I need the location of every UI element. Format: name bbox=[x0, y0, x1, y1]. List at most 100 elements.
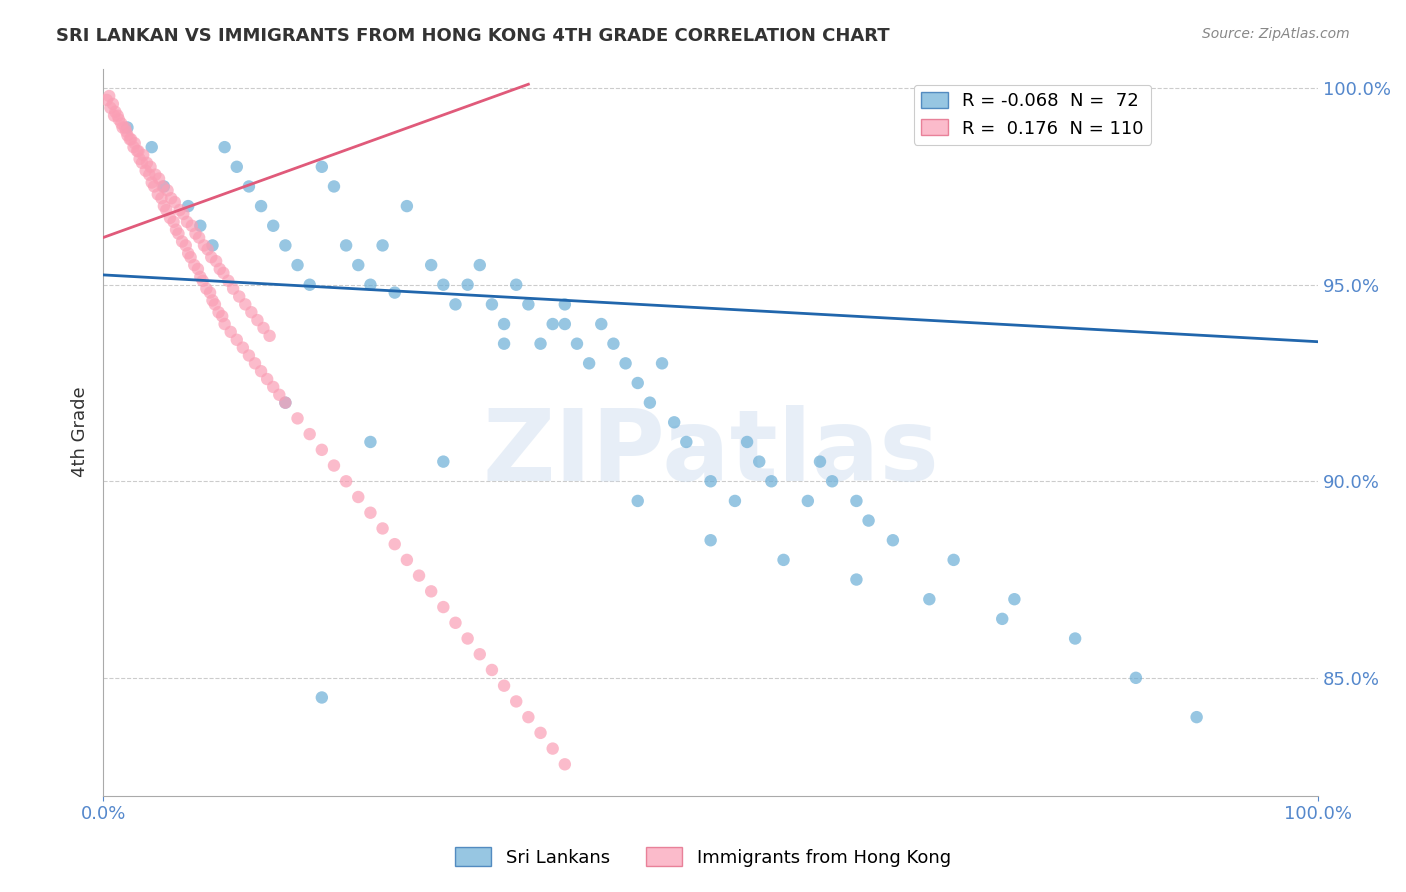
Point bbox=[115, 124, 138, 138]
Point bbox=[457, 632, 479, 646]
Point bbox=[243, 356, 266, 370]
Point bbox=[748, 455, 770, 469]
Point bbox=[259, 328, 281, 343]
Point bbox=[225, 333, 247, 347]
Point bbox=[432, 600, 454, 615]
Point bbox=[225, 160, 247, 174]
Point bbox=[96, 93, 118, 107]
Point bbox=[114, 120, 136, 135]
Point bbox=[347, 490, 370, 504]
Point bbox=[152, 179, 174, 194]
Point bbox=[211, 309, 233, 323]
Point bbox=[139, 160, 162, 174]
Point bbox=[335, 238, 357, 252]
Point bbox=[323, 179, 346, 194]
Point bbox=[146, 187, 169, 202]
Point bbox=[772, 553, 794, 567]
Point bbox=[395, 553, 418, 567]
Point bbox=[141, 176, 163, 190]
Point bbox=[541, 741, 564, 756]
Point bbox=[117, 128, 139, 143]
Point bbox=[238, 179, 260, 194]
Point bbox=[347, 258, 370, 272]
Point bbox=[298, 427, 321, 442]
Point bbox=[269, 388, 291, 402]
Point bbox=[529, 336, 551, 351]
Point bbox=[153, 179, 176, 194]
Point bbox=[153, 199, 176, 213]
Point bbox=[627, 376, 650, 390]
Point bbox=[128, 152, 150, 166]
Point bbox=[395, 199, 418, 213]
Point bbox=[145, 168, 167, 182]
Point bbox=[311, 442, 333, 457]
Point bbox=[200, 250, 222, 264]
Point bbox=[529, 726, 551, 740]
Point bbox=[274, 238, 297, 252]
Point bbox=[494, 679, 516, 693]
Point bbox=[468, 258, 491, 272]
Point bbox=[578, 356, 600, 370]
Point bbox=[233, 297, 256, 311]
Point bbox=[100, 101, 122, 115]
Point bbox=[432, 277, 454, 292]
Point bbox=[191, 274, 214, 288]
Point bbox=[858, 514, 880, 528]
Y-axis label: 4th Grade: 4th Grade bbox=[72, 387, 89, 477]
Point bbox=[359, 277, 381, 292]
Point bbox=[174, 238, 197, 252]
Point bbox=[172, 235, 194, 249]
Point bbox=[1125, 671, 1147, 685]
Legend: Sri Lankans, Immigrants from Hong Kong: Sri Lankans, Immigrants from Hong Kong bbox=[449, 840, 957, 874]
Point bbox=[287, 411, 309, 425]
Point bbox=[724, 494, 747, 508]
Point bbox=[107, 109, 129, 123]
Point bbox=[468, 647, 491, 661]
Point bbox=[808, 455, 831, 469]
Point bbox=[98, 89, 121, 103]
Point bbox=[180, 250, 202, 264]
Point bbox=[104, 104, 127, 119]
Point bbox=[217, 274, 239, 288]
Point bbox=[111, 120, 134, 135]
Point bbox=[177, 246, 200, 260]
Point bbox=[240, 305, 263, 319]
Point bbox=[208, 262, 231, 277]
Point bbox=[494, 336, 516, 351]
Point bbox=[565, 336, 588, 351]
Point bbox=[627, 494, 650, 508]
Point bbox=[162, 215, 184, 229]
Point bbox=[554, 757, 576, 772]
Point bbox=[101, 96, 124, 111]
Point bbox=[188, 230, 211, 244]
Point bbox=[420, 584, 443, 599]
Point bbox=[219, 325, 242, 339]
Point bbox=[195, 282, 218, 296]
Point bbox=[120, 132, 142, 146]
Point bbox=[163, 195, 186, 210]
Point bbox=[177, 199, 200, 213]
Point bbox=[118, 132, 141, 146]
Point bbox=[664, 415, 686, 429]
Point bbox=[591, 317, 613, 331]
Point bbox=[172, 207, 194, 221]
Point bbox=[845, 573, 868, 587]
Point bbox=[918, 592, 941, 607]
Point bbox=[359, 506, 381, 520]
Point bbox=[201, 293, 224, 308]
Point bbox=[197, 243, 219, 257]
Point bbox=[184, 227, 207, 241]
Point bbox=[262, 219, 284, 233]
Point bbox=[1002, 592, 1025, 607]
Point bbox=[274, 395, 297, 409]
Point bbox=[699, 533, 721, 548]
Point bbox=[481, 663, 503, 677]
Point bbox=[214, 140, 236, 154]
Point bbox=[250, 364, 273, 378]
Point bbox=[205, 254, 228, 268]
Point bbox=[1185, 710, 1208, 724]
Point bbox=[882, 533, 904, 548]
Point bbox=[408, 568, 430, 582]
Point bbox=[287, 258, 309, 272]
Point bbox=[371, 238, 394, 252]
